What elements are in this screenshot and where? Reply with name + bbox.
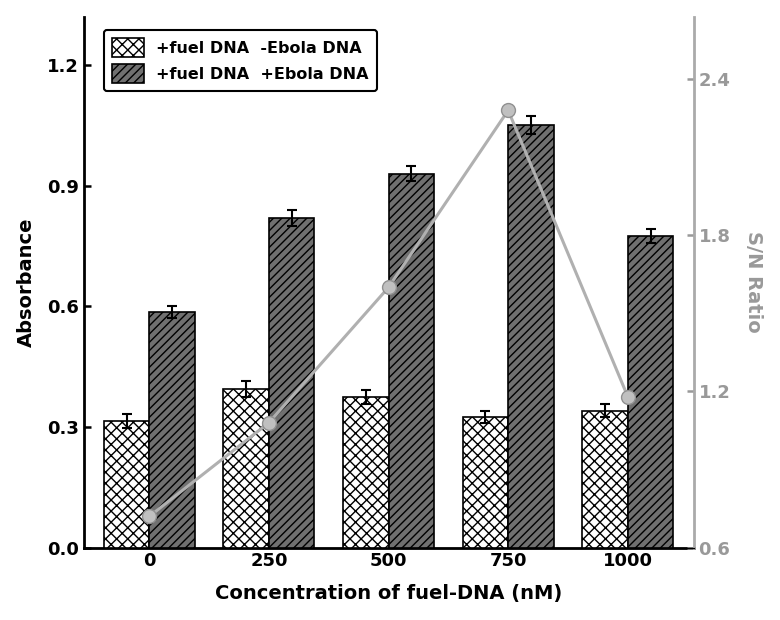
Bar — [509, 125, 554, 547]
Bar — [149, 312, 195, 547]
X-axis label: Concentration of fuel-DNA (nM): Concentration of fuel-DNA (nM) — [215, 584, 562, 603]
Bar — [628, 236, 673, 547]
Bar — [343, 397, 388, 547]
Bar — [388, 174, 434, 547]
Bar — [269, 218, 314, 547]
Y-axis label: Absorbance: Absorbance — [16, 218, 36, 347]
Legend: +fuel DNA  -Ebola DNA, +fuel DNA  +Ebola DNA: +fuel DNA -Ebola DNA, +fuel DNA +Ebola D… — [104, 30, 377, 91]
Bar — [583, 411, 628, 547]
Y-axis label: S/N Ratio: S/N Ratio — [744, 231, 764, 333]
Bar — [104, 421, 149, 547]
Bar — [224, 389, 269, 547]
Bar — [463, 417, 509, 547]
